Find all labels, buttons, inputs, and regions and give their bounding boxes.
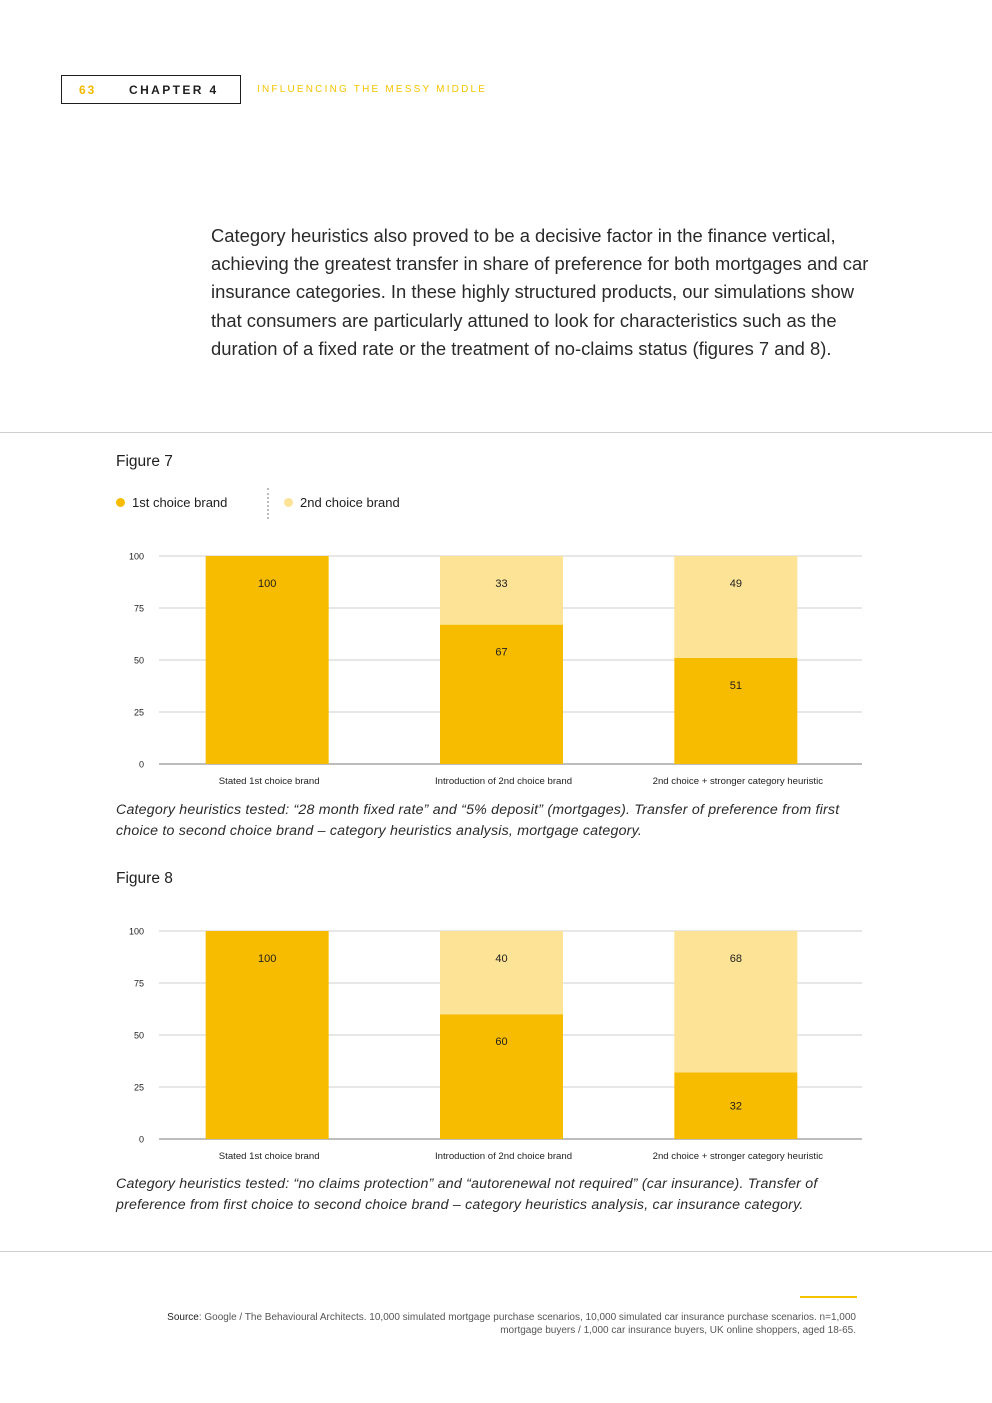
x-category-label: Introduction of 2nd choice brand <box>435 1151 572 1162</box>
figure-7-svg: 0 25 50 75 100 100 Stated 1st choice brand 67 33… <box>129 552 862 787</box>
legend-swatch-first <box>116 498 125 508</box>
x-category-label: Stated 1st choice brand <box>219 776 320 787</box>
bar-segment-second <box>440 556 563 625</box>
y-tick-label: 100 <box>129 552 144 562</box>
figure-7-caption: Category heuristics tested: “28 month fi… <box>116 802 840 839</box>
figure-8-chart: 0 25 50 75 100 100 Stated 1st choice brand 60 40… <box>116 920 876 1170</box>
legend-item-first: 1st choice brand <box>116 493 227 513</box>
figure-8-svg: 0 25 50 75 100 100 Stated 1st choice brand 60 40… <box>129 927 862 1162</box>
source-accent-line <box>800 1296 857 1298</box>
y-tick-label: 25 <box>134 1083 144 1093</box>
x-category-label: Stated 1st choice brand <box>219 1151 320 1162</box>
figure-7-chart: 0 25 50 75 100 100 Stated 1st choice brand 67 33… <box>116 545 876 795</box>
bar-segment-first <box>440 624 563 764</box>
figure-8-caption: Category heuristics tested: “no claims p… <box>116 1176 818 1213</box>
y-tick-label: 50 <box>134 1031 144 1041</box>
data-label-second: 40 <box>495 953 507 965</box>
legend-item-second: 2nd choice brand <box>284 493 400 513</box>
page-number: 63 <box>79 83 97 97</box>
bar-segment-first <box>205 556 329 764</box>
data-label-second: 33 <box>495 578 507 590</box>
x-category-label: Introduction of 2nd choice brand <box>435 776 572 787</box>
y-tick-label: 0 <box>139 1135 144 1145</box>
data-label-first: 60 <box>495 1036 507 1048</box>
source-note: Source: Google / The Behavioural Archite… <box>140 1311 856 1337</box>
intro-paragraph: Category heuristics also proved to be a … <box>211 225 869 359</box>
bar-segment-first <box>205 931 329 1139</box>
chapter-label: CHAPTER 4 <box>129 83 219 97</box>
figure-7-title: Figure 7 <box>116 453 173 470</box>
bar-segment-second <box>674 931 798 1073</box>
y-tick-label: 0 <box>139 760 144 770</box>
data-label-second: 68 <box>730 953 742 965</box>
data-label-first: 67 <box>495 647 507 659</box>
legend-label-second: 2nd choice brand <box>300 495 400 510</box>
y-tick-label: 50 <box>134 656 144 666</box>
section-divider-top <box>0 432 992 433</box>
y-tick-label: 100 <box>129 927 144 937</box>
bar-segment-first <box>674 657 798 764</box>
y-tick-label: 25 <box>134 708 144 718</box>
bar-segment-first <box>440 1014 563 1139</box>
source-label: Source <box>167 1312 199 1323</box>
data-label-first: 51 <box>730 680 742 692</box>
bar-segment-second <box>674 556 798 658</box>
chapter-header-box <box>61 75 241 104</box>
data-label-first: 100 <box>258 578 276 590</box>
bar-segment-second <box>440 931 563 1015</box>
y-tick-label: 75 <box>134 979 144 989</box>
data-label-first: 100 <box>258 953 276 965</box>
legend-swatch-second <box>284 498 293 508</box>
y-tick-label: 75 <box>134 604 144 614</box>
bar-segment-first <box>674 1072 798 1139</box>
x-category-label: 2nd choice + stronger category heuristic <box>653 1151 824 1162</box>
figure-8-title: Figure 8 <box>116 870 173 887</box>
data-label-first: 32 <box>730 1101 742 1113</box>
x-category-label: 2nd choice + stronger category heuristic <box>653 776 824 787</box>
source-text: : Google / The Behavioural Architects. 1… <box>198 1312 856 1336</box>
section-divider-bottom <box>0 1251 992 1252</box>
legend-label-first: 1st choice brand <box>132 495 228 510</box>
legend-separator <box>267 488 269 519</box>
data-label-second: 49 <box>730 578 742 590</box>
chapter-title: INFLUENCING THE MESSY MIDDLE <box>257 84 488 95</box>
